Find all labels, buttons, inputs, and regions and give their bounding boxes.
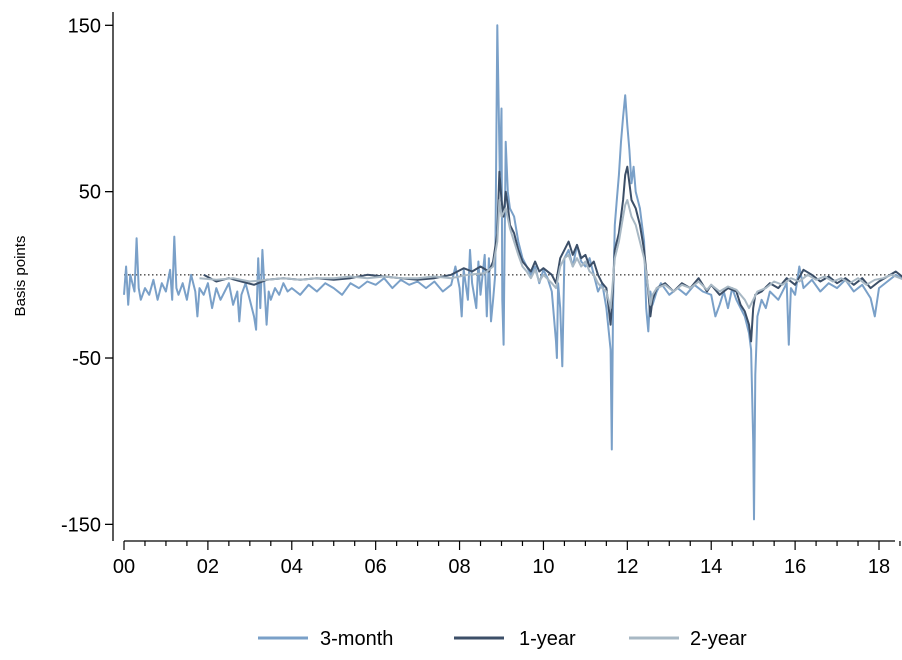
legend-label-1-year: 1-year xyxy=(519,628,576,650)
y-axis-title: Basis points xyxy=(12,236,29,317)
x-tick-label: 02 xyxy=(197,556,219,578)
x-tick-label: 18 xyxy=(868,556,890,578)
x-tick-label: 14 xyxy=(700,556,722,578)
y-tick-label: -50 xyxy=(72,348,101,370)
y-tick-label: 50 xyxy=(79,182,101,204)
x-tick-label: 04 xyxy=(281,556,303,578)
x-tick-label: 00 xyxy=(113,556,135,578)
y-axis: 150 50 -50 -150 xyxy=(61,15,113,536)
x-tick-label: 08 xyxy=(448,556,470,578)
y-tick-label: 150 xyxy=(68,15,101,37)
y-tick-label: -150 xyxy=(61,514,101,536)
series-line-2-year xyxy=(199,199,902,310)
x-tick-label: 10 xyxy=(532,556,554,578)
legend-label-2-year: 2-year xyxy=(690,628,747,650)
legend: 3-month 1-year 2-year xyxy=(258,628,747,650)
x-tick-label: 16 xyxy=(784,556,806,578)
x-tick-label: 06 xyxy=(365,556,387,578)
x-axis: 00 02 04 06 08 10 12 14 16 18 xyxy=(113,541,901,578)
legend-label-3-month: 3-month xyxy=(320,628,393,650)
plot-area xyxy=(123,24,902,521)
x-tick-label: 12 xyxy=(616,556,638,578)
series-layer xyxy=(123,24,902,521)
